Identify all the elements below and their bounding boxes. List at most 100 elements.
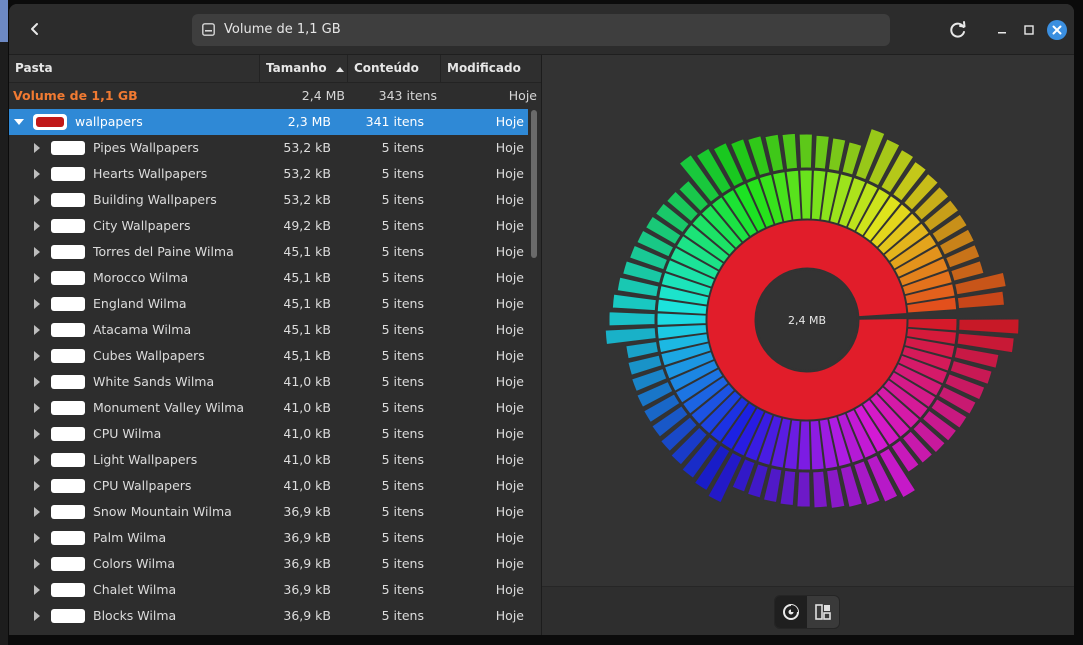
ring-segment-file[interactable] bbox=[913, 185, 950, 221]
column-header-contents[interactable]: Conteúdo bbox=[348, 55, 441, 82]
folder-row[interactable]: CPU Wallpapers 41,0 kB 5 itens Hoje bbox=[9, 473, 528, 499]
expander-closed-icon[interactable] bbox=[33, 377, 41, 387]
ring-segment-subfolder[interactable] bbox=[870, 203, 912, 249]
ring-segment-subfolder[interactable] bbox=[853, 404, 890, 454]
folder-row[interactable]: England Wilma 45,1 kB 5 itens Hoje bbox=[9, 291, 528, 317]
ring-segment-subfolder[interactable] bbox=[669, 246, 720, 280]
ring-segment-file[interactable] bbox=[616, 276, 660, 298]
minimize-icon[interactable] bbox=[992, 20, 1012, 40]
ring-segment-file[interactable] bbox=[622, 260, 664, 284]
ring-segment-subfolder[interactable] bbox=[810, 169, 827, 221]
ring-segment-file[interactable] bbox=[922, 199, 960, 232]
expander-closed-icon[interactable] bbox=[33, 221, 41, 231]
ring-segment-subfolder[interactable] bbox=[771, 171, 793, 223]
folder-row[interactable]: Blocks Wilma 36,9 kB 5 itens Hoje bbox=[9, 603, 528, 629]
ring-segment-file[interactable] bbox=[678, 179, 710, 213]
ring-segment-subfolder[interactable] bbox=[720, 402, 757, 451]
ring-segment-subfolder[interactable] bbox=[904, 283, 956, 305]
ring-segment-file[interactable] bbox=[608, 311, 656, 327]
expander-closed-icon[interactable] bbox=[33, 273, 41, 283]
ring-segment-subfolder[interactable] bbox=[656, 323, 708, 340]
ring-segment-file[interactable] bbox=[958, 318, 1020, 335]
ring-segment-subfolder[interactable] bbox=[889, 233, 938, 270]
ring-segment-file[interactable] bbox=[746, 463, 769, 499]
ring-segment-subfolder[interactable] bbox=[783, 419, 801, 471]
ring-segment-file[interactable] bbox=[912, 420, 946, 454]
folder-row[interactable]: Chalet Wilma 36,9 kB 5 itens Hoje bbox=[9, 577, 528, 603]
ring-segment-file[interactable] bbox=[631, 367, 668, 393]
ring-segment-file[interactable] bbox=[796, 471, 811, 508]
folder-row[interactable]: Palm Wilma 36,9 kB 5 itens Hoje bbox=[9, 525, 528, 551]
folder-row[interactable]: Pipes Wallpapers 53,2 kB 5 itens Hoje bbox=[9, 135, 528, 161]
ring-segment-file[interactable] bbox=[628, 244, 669, 271]
ring-segment-file[interactable] bbox=[627, 354, 663, 376]
ring-segment-file[interactable] bbox=[930, 398, 968, 429]
ring-segment-subfolder[interactable] bbox=[818, 418, 839, 470]
pane-divider[interactable] bbox=[541, 55, 542, 635]
ring-segment-subfolder[interactable] bbox=[901, 345, 953, 372]
ring-segment-subfolder[interactable] bbox=[904, 336, 956, 359]
ring-segment-file[interactable] bbox=[779, 469, 797, 507]
ring-segment-file[interactable] bbox=[764, 133, 785, 173]
ring-segment-subfolder[interactable] bbox=[785, 169, 802, 221]
ring-segment-file[interactable] bbox=[781, 132, 799, 170]
ring-segment-subfolder[interactable] bbox=[758, 173, 784, 225]
ring-segment-subfolder[interactable] bbox=[820, 170, 841, 222]
ring-segment-file[interactable] bbox=[854, 127, 886, 181]
ring-segment-subfolder[interactable] bbox=[660, 271, 712, 297]
ring-segment-file[interactable] bbox=[665, 190, 700, 223]
ring-segment-subfolder[interactable] bbox=[836, 412, 865, 464]
expander-open-icon[interactable] bbox=[14, 119, 24, 125]
ring-segment-file[interactable] bbox=[839, 464, 863, 508]
column-header-modified[interactable]: Modificado bbox=[447, 61, 521, 75]
expander-closed-icon[interactable] bbox=[33, 195, 41, 205]
ring-segment-subfolder[interactable] bbox=[854, 187, 891, 237]
folder-row[interactable]: White Sands Wilma 41,0 kB 5 itens Hoje bbox=[9, 369, 528, 395]
ring-segment-file[interactable] bbox=[651, 405, 689, 438]
ring-segment-subfolder[interactable] bbox=[731, 407, 766, 457]
ring-segment-file[interactable] bbox=[931, 213, 968, 244]
ring-segment-subfolder[interactable] bbox=[906, 296, 958, 314]
ring-segment-subfolder[interactable] bbox=[681, 375, 730, 415]
folder-row[interactable]: Atacama Wilma 45,1 kB 5 itens Hoje bbox=[9, 317, 528, 343]
expander-closed-icon[interactable] bbox=[33, 559, 41, 569]
expander-closed-icon[interactable] bbox=[33, 169, 41, 179]
ring-segment-file[interactable] bbox=[878, 447, 917, 499]
ring-segment-subfolder[interactable] bbox=[699, 390, 742, 435]
ring-segment-subfolder[interactable] bbox=[809, 419, 825, 471]
ring-segment-subfolder[interactable] bbox=[660, 342, 712, 367]
column-header-name[interactable]: Pasta bbox=[9, 55, 260, 82]
ring-segment-subfolder[interactable] bbox=[893, 363, 943, 397]
ring-segment-subfolder[interactable] bbox=[721, 188, 758, 238]
ring-segment-file[interactable] bbox=[642, 393, 681, 424]
expander-closed-icon[interactable] bbox=[33, 481, 41, 491]
ring-segment-file[interactable] bbox=[762, 467, 783, 504]
back-button[interactable] bbox=[23, 16, 47, 42]
expander-closed-icon[interactable] bbox=[33, 325, 41, 335]
ring-segment-file[interactable] bbox=[921, 409, 958, 442]
ring-segment-subfolder[interactable] bbox=[888, 371, 937, 409]
ring-segment-subfolder[interactable] bbox=[883, 222, 930, 263]
ring-chart[interactable]: 2,4 MB bbox=[542, 55, 1074, 586]
ring-segment-subfolder[interactable] bbox=[901, 269, 953, 296]
ring-segment-file[interactable] bbox=[944, 373, 986, 401]
ring-segment-subfolder[interactable] bbox=[682, 223, 730, 264]
ring-segment-file[interactable] bbox=[853, 460, 881, 507]
folder-row[interactable]: Cubes Wallpapers 45,1 kB 5 itens Hoje bbox=[9, 343, 528, 369]
ring-segment-file[interactable] bbox=[695, 147, 733, 195]
ring-segment-file[interactable] bbox=[681, 435, 719, 479]
ring-segment-file[interactable] bbox=[937, 385, 977, 415]
ring-segment-subfolder[interactable] bbox=[709, 396, 750, 443]
ring-segment-file[interactable] bbox=[678, 154, 721, 203]
ring-segment-subfolder[interactable] bbox=[799, 169, 813, 220]
ring-segment-file[interactable] bbox=[949, 359, 993, 385]
folder-row[interactable]: Light Wallpapers 41,0 kB 5 itens Hoje bbox=[9, 447, 528, 473]
ring-segment-subfolder[interactable] bbox=[757, 414, 783, 466]
ring-segment-subfolder[interactable] bbox=[710, 196, 751, 243]
expander-closed-icon[interactable] bbox=[33, 351, 41, 361]
treemap-chart-button[interactable] bbox=[807, 596, 839, 628]
ring-segment-subfolder[interactable] bbox=[845, 408, 878, 459]
expander-closed-icon[interactable] bbox=[33, 611, 41, 621]
ring-segment-file[interactable] bbox=[938, 228, 975, 256]
selected-folder-row[interactable]: wallpapers 2,3 MB 341 itens Hoje bbox=[9, 109, 528, 135]
